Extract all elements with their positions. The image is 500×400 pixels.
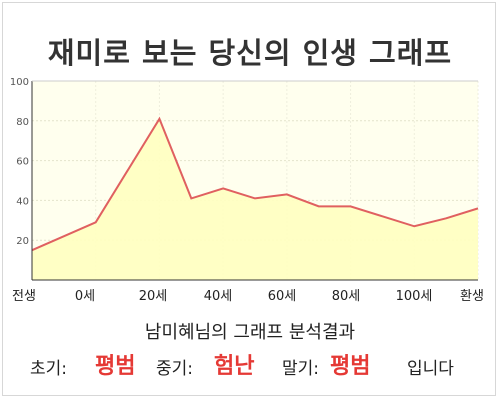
- x-tick-label: 60세: [268, 289, 297, 304]
- x-tick-label: 100세: [396, 289, 433, 304]
- y-tick-label: 40: [16, 196, 29, 207]
- life-line: [31, 116, 479, 252]
- y-tick-label: 20: [16, 236, 29, 247]
- page-title: 재미로 보는 당신의 인생 그래프: [47, 36, 453, 70]
- analysis-summary: 초기: 평범 중기: 험난 말기: 평범 입니다: [0, 344, 500, 384]
- x-tick-label: 20세: [139, 289, 168, 304]
- chart-frame: [2, 2, 496, 396]
- middle-value: 험난: [214, 354, 255, 379]
- analysis-title: 남미혜님의 그래프 분석결과: [144, 322, 356, 343]
- ending-text: 입니다: [407, 359, 454, 379]
- late-label: 말기:: [282, 359, 320, 379]
- x-tick-label: 전생: [12, 289, 36, 304]
- x-tick-label: 0세: [75, 289, 95, 304]
- x-tick-label: 40세: [204, 289, 233, 304]
- x-tick-label: 80세: [332, 289, 361, 304]
- y-tick-label: 60: [16, 157, 29, 168]
- y-tick-label: 100: [10, 77, 29, 88]
- early-value: 평범: [95, 354, 136, 379]
- y-tick-label: 80: [16, 117, 29, 128]
- late-value: 평범: [330, 354, 371, 379]
- early-label: 초기:: [30, 359, 68, 379]
- middle-label: 중기:: [156, 359, 194, 379]
- x-tick-label: 환생: [460, 289, 484, 304]
